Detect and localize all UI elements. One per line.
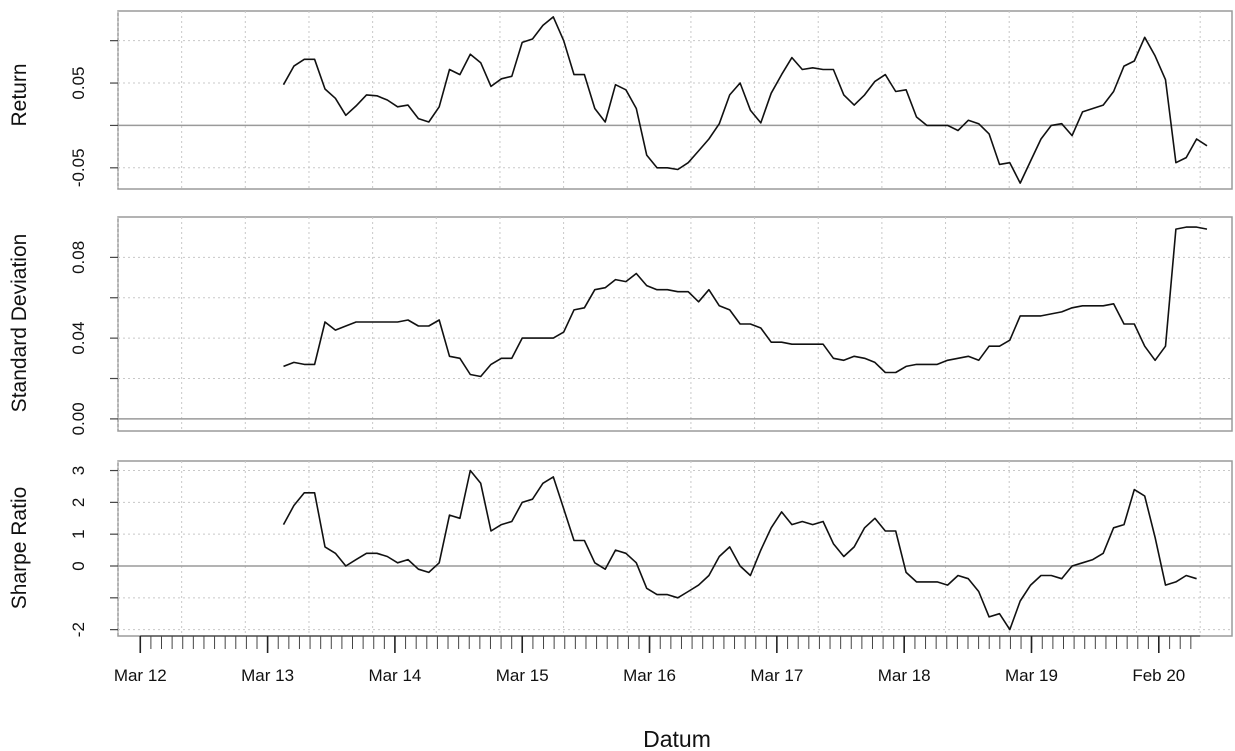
y-tick-label: 0.00 — [69, 402, 88, 435]
y-tick-label: 0.08 — [69, 241, 88, 274]
x-tick-label: Feb 20 — [1132, 666, 1185, 685]
x-tick-label: Mar 12 — [114, 666, 167, 685]
panel-frame-sharpe-ratio — [117, 460, 1233, 637]
y-tick-label: -0.05 — [69, 148, 88, 187]
y-tick-label: 0 — [69, 561, 88, 570]
panel-frame-return — [117, 10, 1233, 190]
series-line-standard-deviation — [283, 226, 1208, 378]
x-tick-label: Mar 19 — [1005, 666, 1058, 685]
series-line-return — [282, 16, 1208, 184]
panel-sharpe-ratio: -2 0 1 2 3 Sharpe Ratio — [8, 460, 1233, 637]
panel-frame-standard-deviation — [117, 216, 1233, 432]
y-tick-label: 2 — [69, 498, 88, 507]
x-tick-label: Mar 14 — [368, 666, 421, 685]
y-tick-label: 0.04 — [69, 322, 88, 355]
x-tick-label: Mar 13 — [241, 666, 294, 685]
y-axis-label-sharpe-ratio: Sharpe Ratio — [8, 487, 31, 610]
y-tick-label: 3 — [69, 466, 88, 475]
chart-panels: -0.05 0.05 Return 0.00 0.04 0.08 Standard Devi… — [8, 10, 1233, 637]
x-tick-label: Mar 16 — [623, 666, 676, 685]
panel-standard-deviation: 0.00 0.04 0.08 Standard Deviation — [8, 216, 1233, 435]
panel-return: -0.05 0.05 Return — [8, 10, 1233, 190]
x-axis-label: Datum — [643, 726, 711, 751]
y-axis-label-standard-deviation: Standard Deviation — [8, 234, 31, 413]
x-tick-label: Mar 18 — [878, 666, 931, 685]
y-axis-label-return: Return — [8, 63, 31, 126]
series-line-sharpe-ratio — [282, 469, 1197, 631]
y-tick-label: 0.05 — [69, 67, 88, 100]
y-tick-label: -2 — [69, 622, 88, 637]
x-tick-label: Mar 17 — [750, 666, 803, 685]
y-tick-label: 1 — [69, 529, 88, 538]
x-tick-label: Mar 15 — [496, 666, 549, 685]
x-axis: Mar 12 Mar 13 Mar 14 Mar 15 Mar 16 Mar 17 Mar … — [114, 635, 1201, 685]
